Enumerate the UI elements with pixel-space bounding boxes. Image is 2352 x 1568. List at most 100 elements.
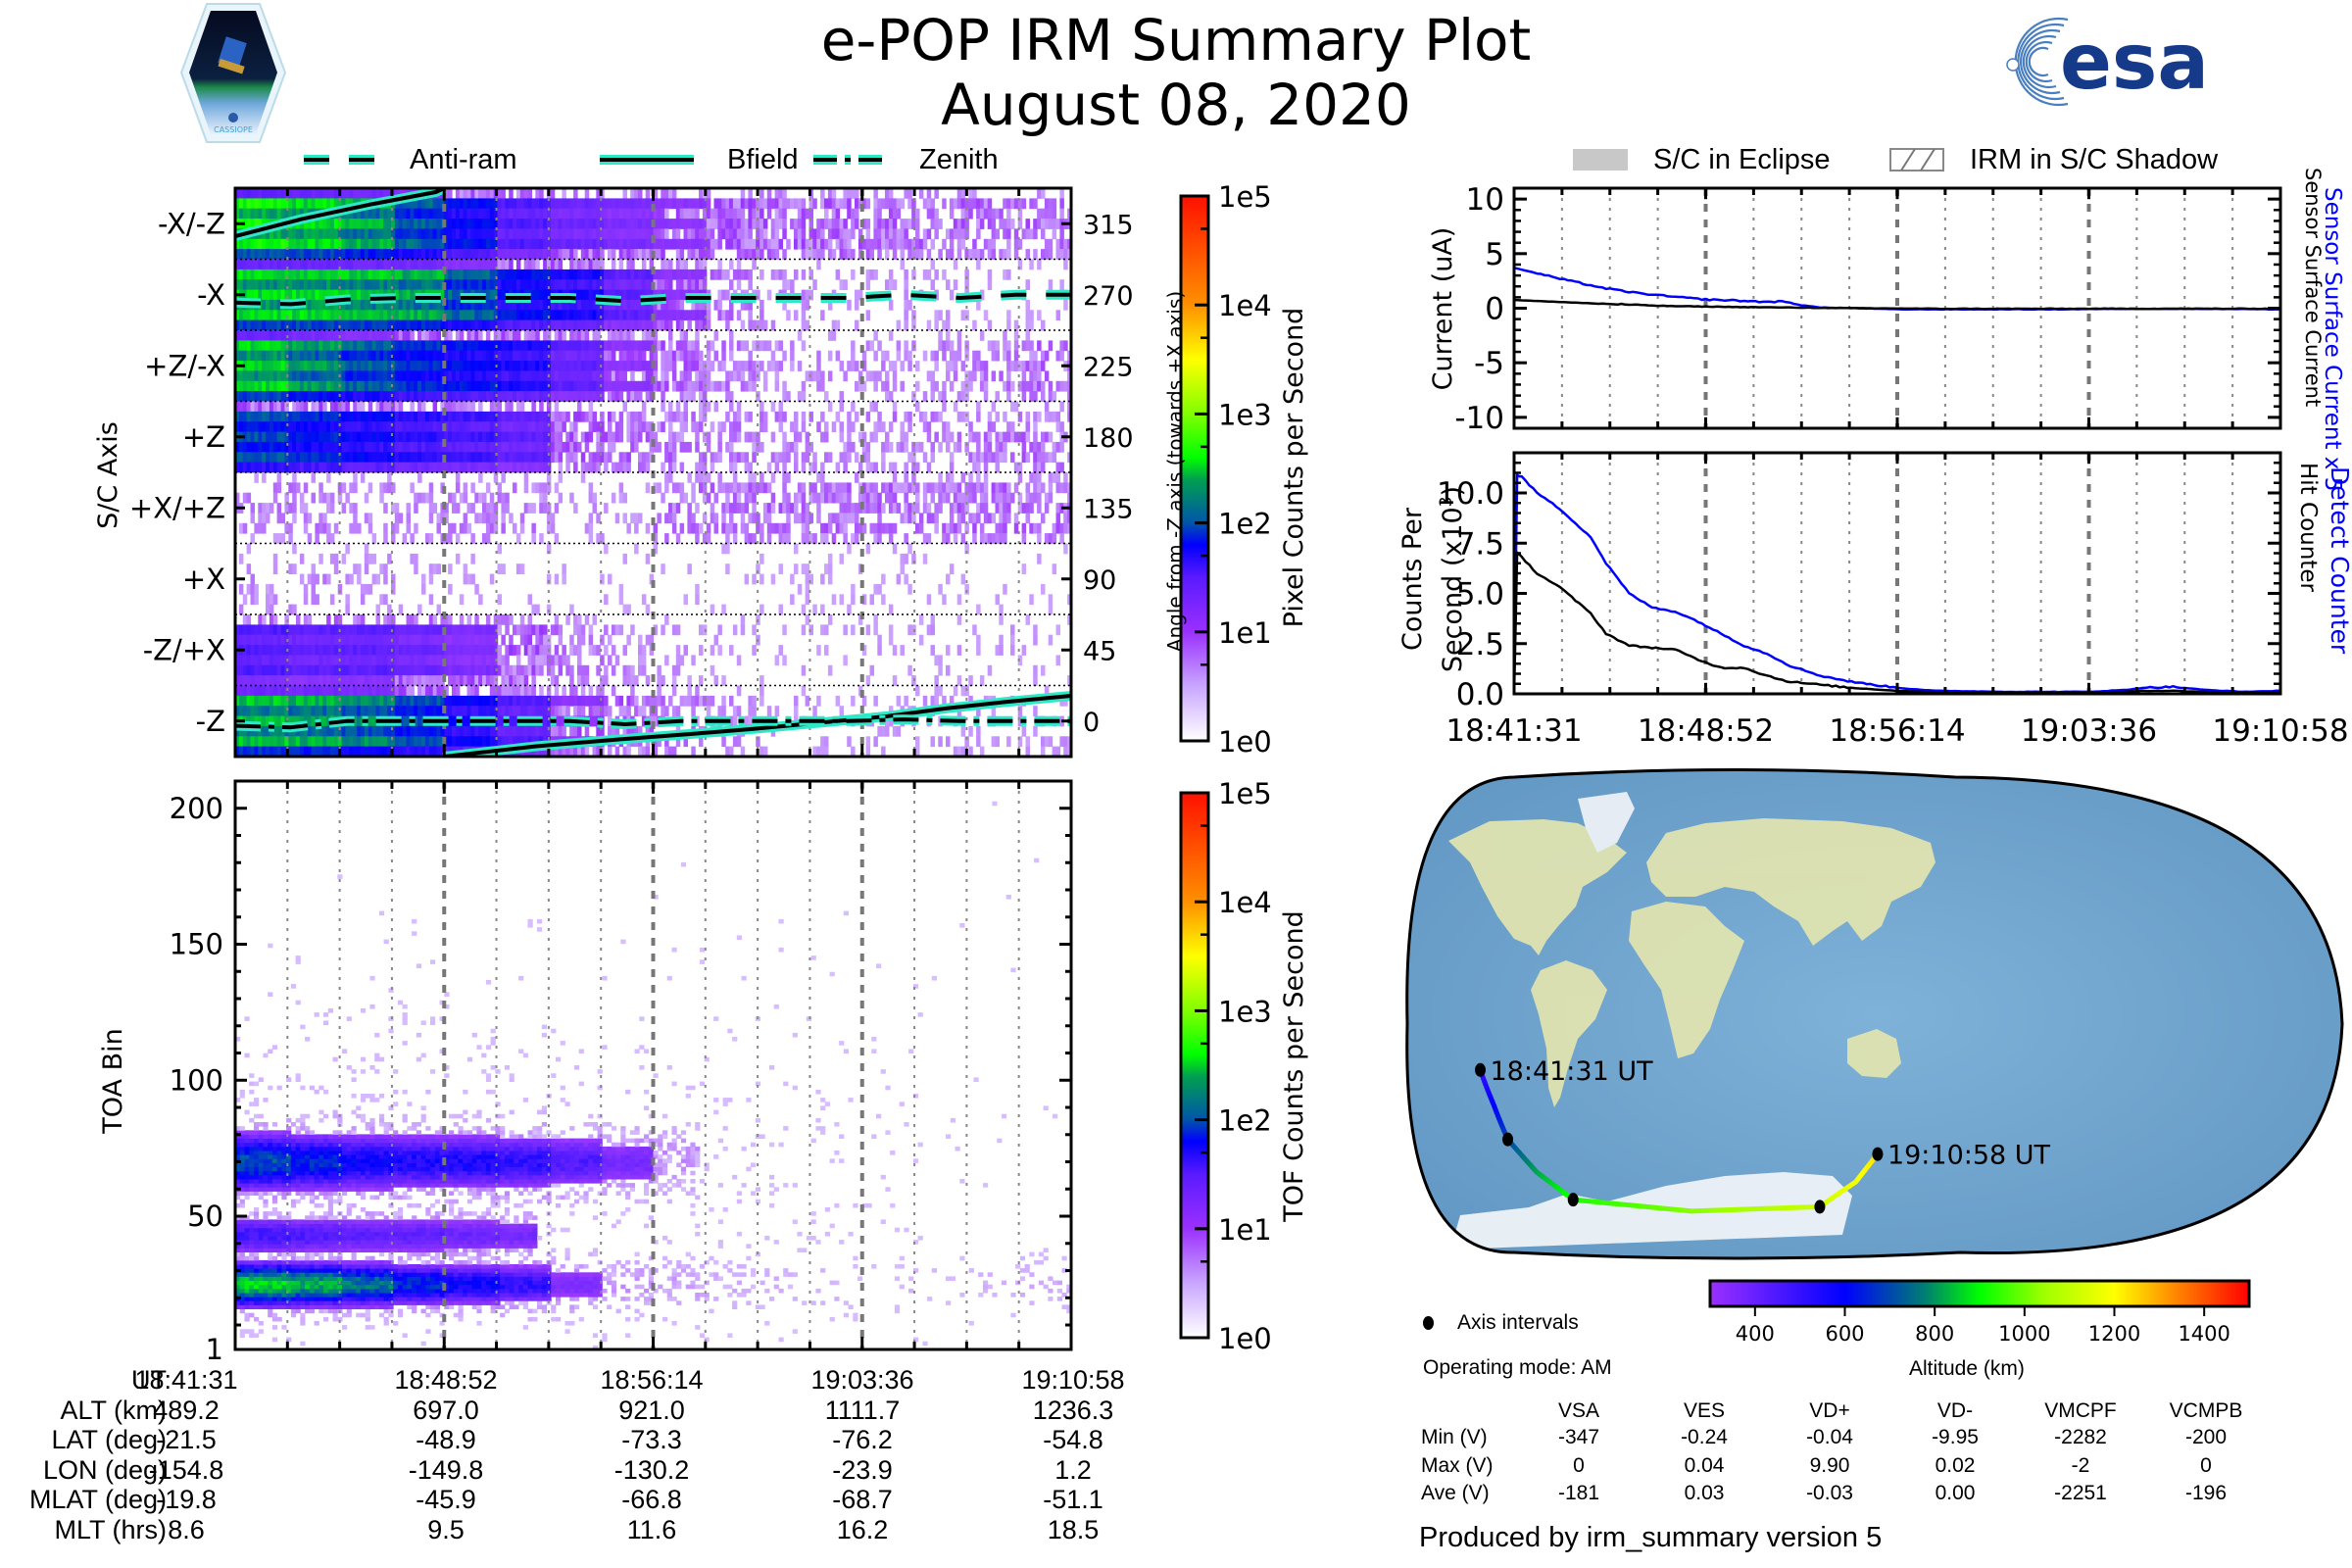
heatmap-cell bbox=[577, 319, 582, 331]
heatmap-cell bbox=[364, 219, 369, 229]
heatmap-cell bbox=[915, 522, 920, 534]
heatmap-cell bbox=[782, 472, 787, 483]
heatmap-cell bbox=[337, 421, 343, 432]
heatmap-cell bbox=[436, 522, 441, 534]
heatmap-cell bbox=[736, 269, 742, 280]
heatmap-cell bbox=[565, 380, 570, 392]
heatmap-cell bbox=[618, 228, 624, 240]
heatmap-cell bbox=[235, 452, 240, 464]
heatmap-cell bbox=[406, 319, 411, 331]
heatmap-cell bbox=[509, 228, 514, 240]
heatmap-cell bbox=[580, 340, 586, 352]
heatmap-cell bbox=[489, 340, 495, 352]
heatmap-cell bbox=[839, 238, 844, 250]
heatmap-cell bbox=[691, 299, 696, 311]
heatmap-cell bbox=[626, 249, 631, 260]
heatmap-cell bbox=[774, 462, 780, 473]
heatmap-cell bbox=[485, 279, 491, 290]
heatmap-cell bbox=[618, 421, 624, 432]
heatmap-cell bbox=[371, 238, 377, 250]
heatmap-cell bbox=[489, 421, 495, 432]
heatmap-cell bbox=[634, 522, 639, 534]
heatmap-cell bbox=[329, 350, 335, 362]
heatmap-cell bbox=[394, 380, 400, 392]
heatmap-cell bbox=[424, 462, 430, 473]
heatmap-cell bbox=[341, 431, 347, 443]
heatmap-cell bbox=[558, 249, 564, 260]
heatmap-cell bbox=[329, 228, 335, 240]
heatmap-cell bbox=[493, 411, 499, 422]
heatmap-cell bbox=[539, 310, 544, 321]
heatmap-cell bbox=[679, 492, 685, 504]
heatmap-cell bbox=[713, 299, 718, 311]
heatmap-cell bbox=[303, 513, 309, 524]
heatmap-cell bbox=[326, 361, 331, 371]
heatmap-cell bbox=[276, 198, 282, 210]
heatmap-cell bbox=[816, 228, 821, 240]
heatmap-cell bbox=[736, 452, 742, 464]
heatmap-cell bbox=[318, 299, 323, 311]
heatmap-cell bbox=[934, 380, 939, 392]
heatmap-cell bbox=[820, 370, 825, 382]
heatmap-cell bbox=[546, 431, 552, 443]
heatmap-cell bbox=[600, 421, 605, 432]
heatmap-cell bbox=[638, 319, 643, 331]
heatmap-cell bbox=[432, 269, 438, 280]
heatmap-cell bbox=[892, 361, 898, 371]
heatmap-cell bbox=[584, 522, 590, 534]
heatmap-cell bbox=[679, 319, 685, 331]
heatmap-cell bbox=[368, 482, 373, 494]
heatmap-cell bbox=[972, 370, 977, 382]
heatmap-cell bbox=[428, 310, 434, 321]
heatmap-cell bbox=[303, 361, 309, 371]
heatmap-cell bbox=[459, 441, 465, 453]
heatmap-cell bbox=[349, 482, 354, 494]
heatmap-cell bbox=[482, 238, 487, 250]
heatmap-cell bbox=[717, 431, 722, 443]
heatmap-cell bbox=[691, 492, 696, 504]
heatmap-cell bbox=[296, 401, 301, 413]
heatmap-cell bbox=[816, 492, 821, 504]
heatmap-cell bbox=[794, 513, 799, 524]
heatmap-cell bbox=[501, 330, 506, 341]
heatmap-cell bbox=[444, 421, 449, 432]
heatmap-cell bbox=[657, 219, 662, 229]
heatmap-cell bbox=[288, 289, 293, 301]
heatmap-cell bbox=[501, 452, 506, 464]
heatmap-cell bbox=[546, 198, 552, 210]
heatmap-cell bbox=[1063, 259, 1068, 270]
heatmap-cell bbox=[942, 391, 947, 402]
heatmap-cell bbox=[543, 228, 548, 240]
heatmap-cell bbox=[238, 462, 244, 473]
heatmap-cell bbox=[246, 310, 252, 321]
heatmap-cell bbox=[272, 279, 278, 290]
heatmap-cell bbox=[523, 462, 529, 473]
heatmap-cell bbox=[622, 299, 627, 311]
heatmap-cell bbox=[509, 513, 514, 524]
heatmap-cell bbox=[592, 219, 597, 229]
heatmap-cell bbox=[250, 238, 255, 250]
heatmap-cell bbox=[258, 269, 263, 280]
heatmap-cell bbox=[513, 238, 517, 250]
heatmap-cell bbox=[428, 380, 434, 392]
heatmap-cell bbox=[580, 462, 586, 473]
heatmap-cell bbox=[489, 279, 495, 290]
heatmap-cell bbox=[608, 361, 612, 371]
heatmap-cell bbox=[1013, 228, 1019, 240]
heatmap-cell bbox=[584, 310, 590, 321]
heatmap-cell bbox=[360, 472, 366, 483]
heatmap-cell bbox=[501, 238, 506, 250]
heatmap-cell bbox=[877, 228, 882, 240]
heatmap-cell bbox=[276, 482, 282, 494]
heatmap-cell bbox=[254, 198, 259, 210]
heatmap-cell bbox=[618, 391, 624, 402]
heatmap-cell bbox=[865, 411, 871, 422]
heatmap-cell bbox=[292, 380, 297, 392]
heatmap-cell bbox=[983, 452, 989, 464]
heatmap-cell bbox=[888, 188, 894, 199]
heatmap-cell bbox=[702, 198, 708, 210]
heatmap-cell bbox=[926, 503, 932, 514]
heatmap-cell bbox=[1044, 370, 1050, 382]
heatmap-cell bbox=[360, 259, 366, 270]
heatmap-cell bbox=[588, 269, 594, 280]
